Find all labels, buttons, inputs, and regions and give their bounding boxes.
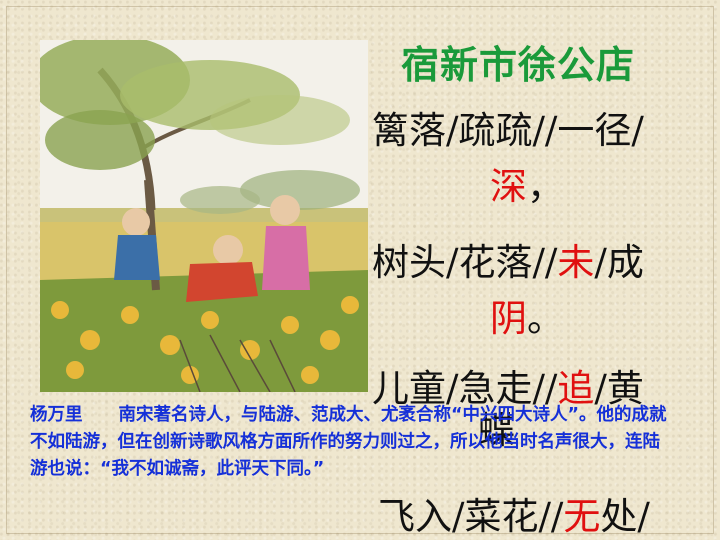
author-description: 南宋著名诗人，与陆游、范成大、尤袤合称“中兴四大诗人”。他的成就不如陆游，但在创… xyxy=(30,405,667,479)
highlight-char: 阴 xyxy=(490,297,527,340)
poem-line-1: 篱落/疏疏//一径/ xyxy=(372,109,644,152)
author-name: 杨万里 xyxy=(30,405,83,425)
poem-line-1-continued: 深， xyxy=(490,165,564,208)
poem-line-2-continued: 阴。 xyxy=(490,297,564,340)
poem-line-3-continued: 蝶 xyxy=(478,409,515,452)
highlight-char: 追 xyxy=(557,367,595,410)
highlight-char: 未 xyxy=(557,241,595,284)
poem-line-2: 树头/花落//未/成 xyxy=(372,241,644,284)
poem-line-3: 儿童/急走//追/黄 xyxy=(372,367,644,410)
highlight-char: 深 xyxy=(490,165,527,208)
illustration-children-chasing-butterfly xyxy=(40,40,368,392)
author-bio: 杨万里 南宋著名诗人，与陆游、范成大、尤袤合称“中兴四大诗人”。他的成就不如陆游，… xyxy=(30,402,675,483)
poem-line-4: 飞入/菜花//无处/ xyxy=(378,495,650,538)
highlight-char: 无 xyxy=(563,495,601,538)
poem-title: 宿新市徐公店 xyxy=(400,43,635,87)
